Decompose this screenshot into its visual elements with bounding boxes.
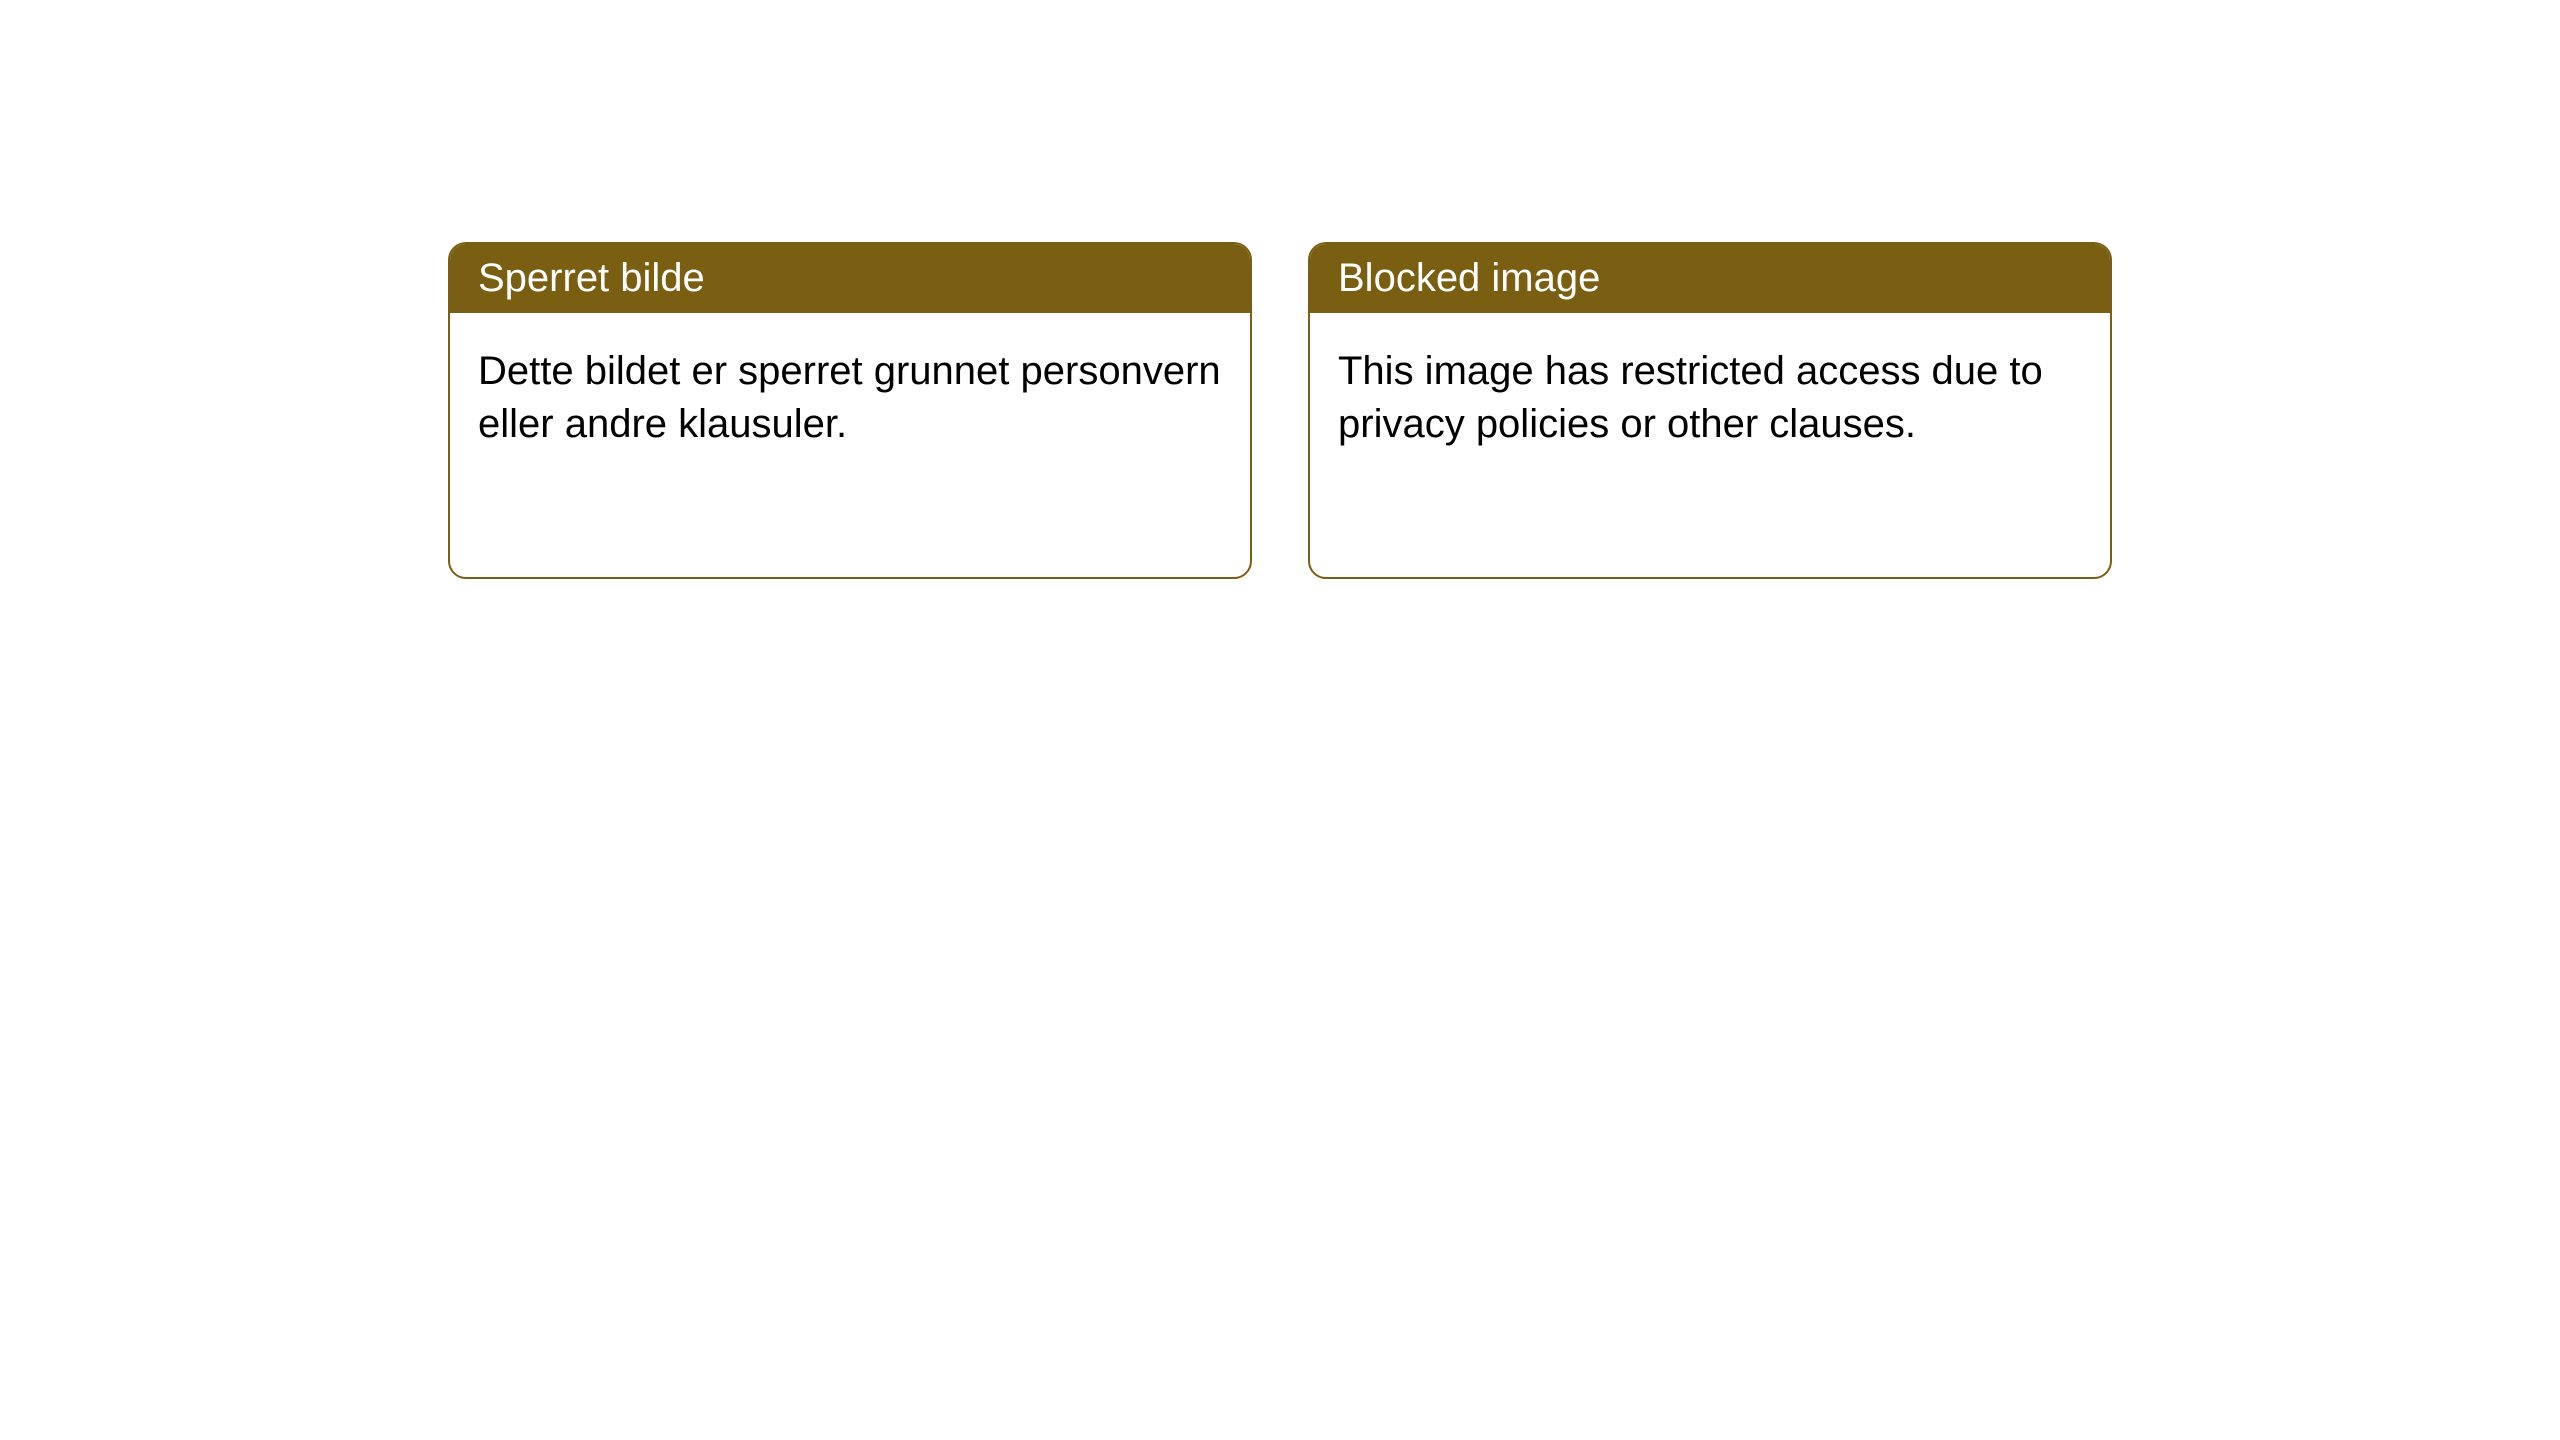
card-body-no: Dette bildet er sperret grunnet personve… <box>450 313 1250 483</box>
blocked-image-card-en: Blocked image This image has restricted … <box>1308 242 2112 579</box>
card-header-no: Sperret bilde <box>450 244 1250 313</box>
card-body-en: This image has restricted access due to … <box>1310 313 2110 483</box>
notice-cards-container: Sperret bilde Dette bildet er sperret gr… <box>448 242 2112 579</box>
blocked-image-card-no: Sperret bilde Dette bildet er sperret gr… <box>448 242 1252 579</box>
card-header-en: Blocked image <box>1310 244 2110 313</box>
